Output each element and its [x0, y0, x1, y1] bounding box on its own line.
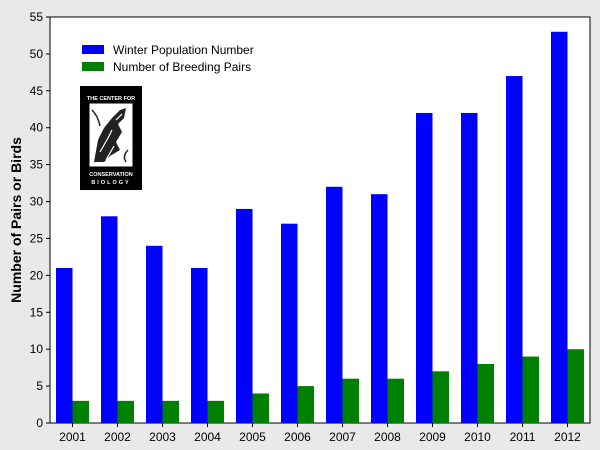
- y-tick-label: 50: [30, 47, 44, 61]
- y-tick-label: 5: [36, 379, 43, 393]
- bar-breeding-2009: [432, 371, 449, 423]
- y-tick-label: 15: [30, 305, 44, 319]
- legend-swatch-winter: [82, 45, 104, 54]
- bar-winter-2001: [56, 267, 73, 423]
- x-tick-label: 2008: [374, 430, 401, 444]
- conservation-biology-logo: THE CENTER FOR CONSERVATION BIOLOGY: [80, 86, 142, 190]
- y-tick-label: 45: [30, 84, 44, 98]
- bar-breeding-2001: [72, 400, 89, 423]
- bar-winter-2012: [551, 31, 568, 423]
- bar-breeding-2007: [342, 378, 359, 423]
- y-axis-ticks: 0 5 10 15 20 25 30 35 40 45 50 55: [30, 10, 50, 430]
- x-tick-label: 2007: [329, 430, 356, 444]
- logo-text-top: THE CENTER FOR: [87, 96, 135, 102]
- y-tick-label: 25: [30, 231, 44, 245]
- x-tick-label: 2005: [239, 430, 266, 444]
- y-tick-label: 55: [30, 10, 44, 24]
- x-tick-label: 2002: [104, 430, 131, 444]
- y-tick-label: 30: [30, 195, 44, 209]
- y-tick-label: 20: [30, 268, 44, 282]
- legend-label-winter: Winter Population Number: [113, 43, 254, 57]
- bar-winter-2005: [236, 208, 253, 423]
- y-axis-label: Number of Pairs or Birds: [8, 137, 24, 303]
- plot-area: [49, 16, 591, 424]
- x-tick-label: 2006: [284, 430, 311, 444]
- legend-swatch-breeding: [82, 62, 104, 71]
- bar-winter-2010: [461, 112, 478, 424]
- bar-breeding-2006: [297, 386, 314, 423]
- y-tick-label: 40: [30, 121, 44, 135]
- bar-winter-2006: [281, 223, 298, 423]
- x-tick-label: 2012: [554, 430, 581, 444]
- x-tick-label: 2009: [419, 430, 446, 444]
- x-tick-label: 2010: [464, 430, 491, 444]
- x-tick-label: 2011: [510, 430, 536, 444]
- bar-winter-2007: [326, 186, 343, 423]
- condor-figure-icon: [91, 108, 129, 163]
- bar-breeding-2002: [117, 400, 134, 423]
- x-tick-label: 2003: [149, 430, 176, 444]
- bar-winter-2004: [191, 267, 208, 423]
- bar-breeding-2012: [567, 349, 584, 423]
- x-tick-label: 2004: [194, 430, 221, 444]
- bar-breeding-2011: [522, 356, 539, 423]
- bar-winter-2008: [371, 194, 388, 423]
- logo-text-bottom-2: BIOLOGY: [91, 180, 130, 186]
- bar-breeding-2008: [387, 378, 404, 423]
- bar-breeding-2004: [207, 400, 224, 423]
- bar-series-group: [56, 31, 584, 424]
- logo-text-bottom-1: CONSERVATION: [89, 172, 132, 178]
- y-tick-label: 10: [30, 342, 44, 356]
- bar-winter-2003: [146, 245, 163, 423]
- legend: Winter Population Number Number of Breed…: [82, 43, 254, 74]
- bar-winter-2011: [506, 76, 523, 424]
- bar-winter-2002: [101, 216, 118, 423]
- legend-label-breeding: Number of Breeding Pairs: [113, 60, 251, 74]
- bar-breeding-2003: [162, 400, 179, 423]
- y-tick-label: 0: [36, 416, 43, 430]
- y-tick-label: 35: [30, 158, 44, 172]
- bar-breeding-2005: [252, 393, 269, 423]
- x-axis-ticks: 2001 2002 2003 2004 2005 2006 2007 2008 2009 2010…: [59, 423, 581, 444]
- bar-winter-2009: [416, 112, 433, 424]
- x-tick-label: 2001: [59, 430, 86, 444]
- bar-breeding-2010: [477, 363, 494, 423]
